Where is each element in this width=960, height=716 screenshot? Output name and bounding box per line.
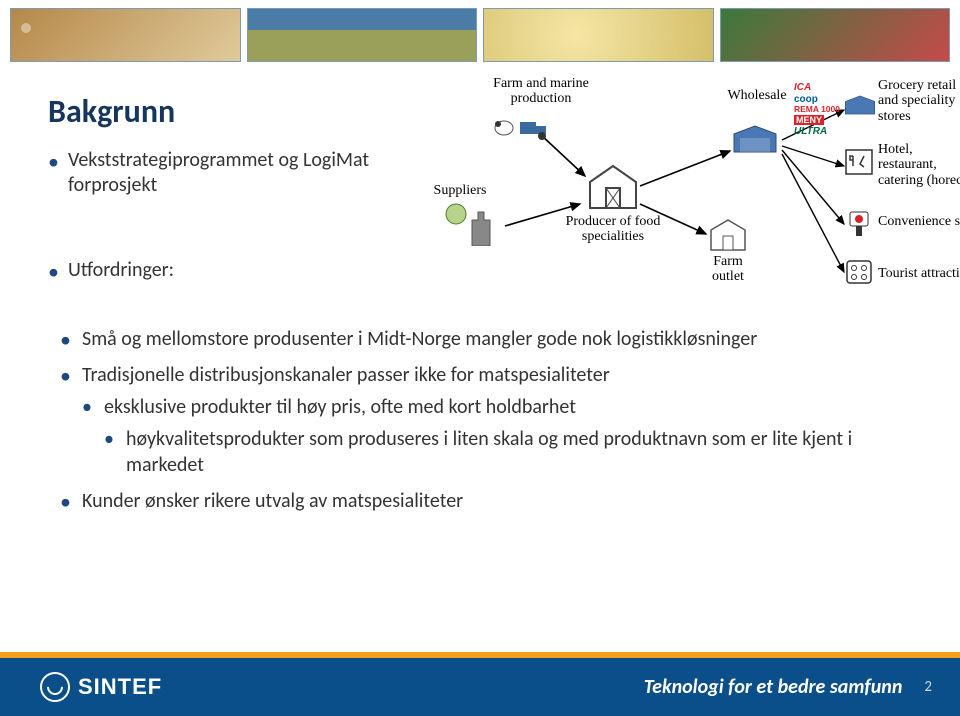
header-image — [720, 8, 951, 62]
sintef-logo-mark — [40, 672, 70, 702]
bullet-item: Vekststrategiprogrammet og LogiMat forpr… — [48, 148, 438, 198]
diagram-label-suppliers: Suppliers — [430, 183, 490, 198]
farm-marine-icon — [490, 108, 550, 140]
bullet-text: eksklusive produkter til høy pris, ofte … — [104, 395, 576, 419]
slide: Bakgrunn Vekststrategiprogrammet og Logi… — [0, 0, 960, 716]
diagram-label-farm-outlet: Farm outlet — [700, 254, 756, 285]
retailer-logos: ICA coop REMA 1000 MENY ULTRA — [794, 82, 840, 138]
horeca-icon — [844, 148, 874, 176]
bullet-item: Tradisjonelle distribusjonskanaler passe… — [60, 362, 900, 478]
retailer-logo: REMA 1000 — [794, 105, 840, 115]
supply-chain-diagram: Farm and marine production Suppliers Pro… — [430, 76, 950, 316]
bullet-item: Kunder ønsker rikere utvalg av matspesia… — [60, 488, 900, 514]
sintef-logo-text: SINTEF — [78, 674, 162, 700]
sintef-logo: SINTEF — [40, 672, 162, 702]
producer-icon — [586, 162, 640, 210]
grocery-icon — [844, 94, 876, 116]
diagram-label-farm-marine: Farm and marine production — [476, 76, 606, 107]
diagram-label-tourist: Tourist attractions — [878, 266, 960, 281]
diagram-label-wholesale: Wholesale — [722, 88, 792, 103]
retailer-logo: MENY — [794, 115, 824, 125]
header-image-strip — [0, 0, 960, 62]
footer: SINTEF Teknologi for et bedre samfunn 2 — [0, 658, 960, 716]
diagram-label-convenience: Convenience stores — [878, 214, 960, 229]
suppliers-icon — [442, 202, 500, 246]
page-number: 2 — [924, 678, 932, 696]
bullet-list-lower: Små og mellomstore produsenter i Midt-No… — [60, 326, 900, 524]
convenience-icon — [844, 210, 874, 238]
footer-tagline: Teknologi for et bedre samfunn — [644, 675, 903, 699]
bullet-item: eksklusive produkter til høy pris, ofte … — [82, 394, 900, 478]
bullet-text: Tradisjonelle distribusjonskanaler passe… — [82, 363, 610, 387]
header-image — [247, 8, 478, 62]
bullet-item: Små og mellomstore produsenter i Midt-No… — [60, 326, 900, 352]
tourist-icon — [844, 258, 874, 286]
bullet-item: høykvalitetsprodukter som produseres i l… — [104, 426, 900, 478]
diagram-label-grocery: Grocery retail and speciality stores — [878, 78, 960, 124]
bullet-item: Utfordringer: — [48, 258, 438, 283]
page-title: Bakgrunn — [48, 92, 175, 131]
wholesale-icon — [732, 124, 778, 154]
retailer-logo: ICA — [794, 82, 840, 94]
bullet-list-upper: Vekststrategiprogrammet og LogiMat forpr… — [48, 148, 438, 291]
header-image — [10, 8, 241, 62]
header-image — [483, 8, 714, 62]
farm-outlet-icon — [708, 218, 748, 252]
diagram-label-producer: Producer of food specialities — [558, 214, 668, 245]
retailer-logo: ULTRA — [794, 126, 840, 138]
diagram-label-horeca: Hotel, restaurant, catering (horeca) — [878, 142, 960, 188]
